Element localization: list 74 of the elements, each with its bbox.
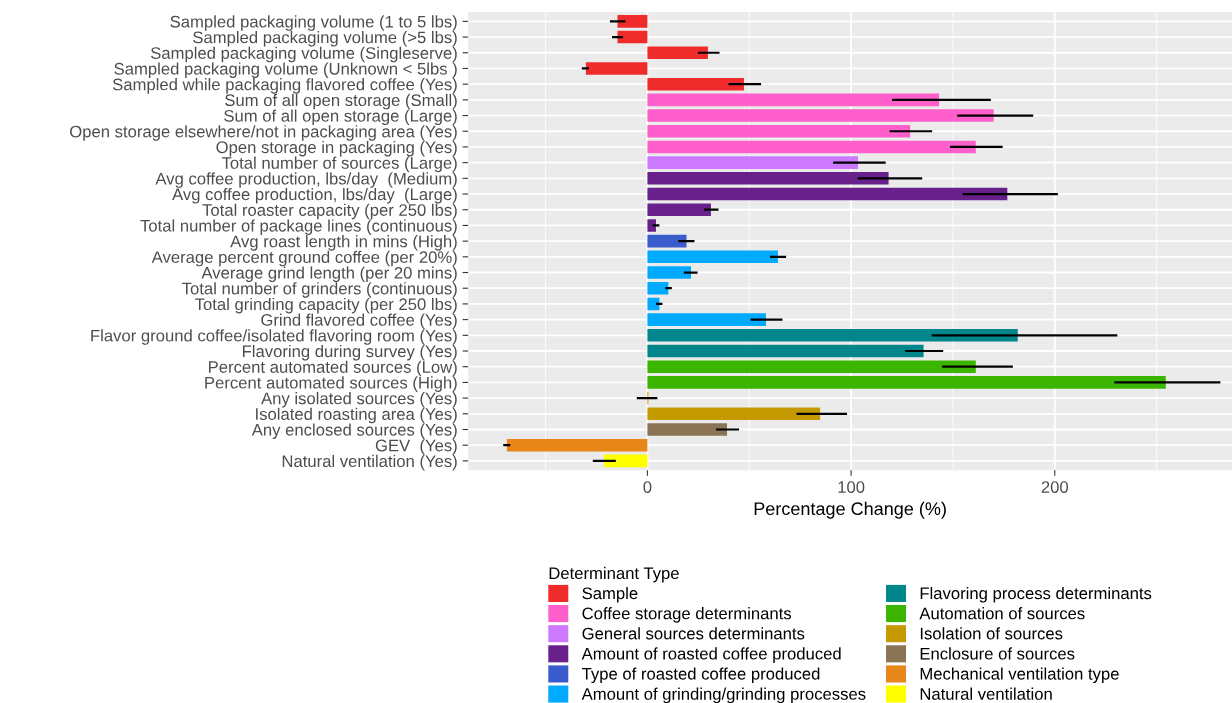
legend-label: Enclosure of sources [920,647,1075,660]
y-tick-label: Natural ventilation (Yes) [282,454,457,471]
y-tick-label: Total number of grinders (continuous) [182,282,457,298]
bar [647,266,691,279]
legend-title: Determinant Type [549,566,679,583]
bar [647,407,821,421]
bar [585,62,648,75]
bar [647,281,669,295]
y-tick-label: Flavoring during survey (Yes) [242,344,457,361]
y-tick-label: Sum of all open storage (Small) [225,93,457,110]
bar [647,46,708,60]
bar [647,172,889,185]
bar [647,329,1018,342]
y-tick-label: Isolated roasting area (Yes) [256,407,457,424]
bar [506,438,648,452]
legend-label: Coffee storage determinants [582,607,792,623]
y-tick-label: Sampled packaging volume (Singleserve) [150,46,457,63]
bar [647,234,687,248]
y-tick-label: Total grinding capacity (per 250 lbs) [195,297,457,314]
legend-label: Amount of roasted coffee produced [581,647,841,663]
bar [647,93,940,107]
y-tick-label: Percent automated sources (Low) [209,360,457,377]
y-tick-label: GEV (Yes) [375,439,457,455]
bar [647,297,660,311]
legend-label: Natural ventilation [920,687,1052,700]
y-tick-label: Sampled packaging volume (Unknown < 5lbs ) [114,62,457,78]
y-tick-label: Avg coffee production, lbs/day (Medium) [155,172,457,188]
x-tick-label: 200 [1041,481,1069,493]
bar [647,109,994,122]
y-tick-label: Sum of all open storage (Large) [224,109,457,126]
legend-label: Type of roasted coffee produced [582,667,820,684]
legend-label: General sources determinants [582,627,805,640]
bar [647,360,976,373]
x-axis-title: Percentage Change (%) [754,501,946,519]
y-tick-label: Any isolated sources (Yes) [261,392,457,408]
bar [647,344,924,358]
y-tick-label: Open storage in packaging (Yes) [216,140,457,157]
bar [647,77,744,91]
bar [647,313,766,326]
legend-label: Mechanical ventilation type [920,667,1119,684]
y-tick-label: Avg coffee production, lbs/day (Large) [172,188,457,204]
y-tick-label: Any enclosed sources (Yes) [251,423,457,439]
bar [647,124,911,138]
legend-label: Amount of grinding/grinding processes [581,687,866,703]
legend-label: Isolation of sources [920,627,1063,640]
legend-label: Automation of sources [919,607,1085,620]
legend-label: Sample [582,586,638,603]
y-tick-label: Total roaster capacity (per 250 lbs) [202,203,457,220]
y-tick-label: Sampled while packaging flavored coffee (Yes) [112,78,457,94]
y-tick-label: Sampled packaging volume (1 to 5 lbs) [170,15,457,31]
bar [603,454,648,468]
bar [647,187,1008,201]
y-tick-label: Average grind length (per 20 mins) [201,266,457,283]
y-tick-label: Flavor ground coffee/isolated flavoring room (Yes) [91,329,457,345]
bar [647,156,859,169]
bar [647,203,711,217]
y-tick-label: Open storage elsewhere/not in packaging area (Yes) [70,125,457,141]
y-tick-label: Avg roast length in mins (High) [230,235,457,251]
y-tick-label: Grind flavored coffee (Yes) [261,313,457,330]
legend-label: Flavoring process determinants [920,586,1152,603]
y-tick-label: Total number of package lines (continuous) [140,219,457,235]
y-tick-label: Percent automated sources (High) [205,376,457,392]
bar [647,376,1166,389]
bar [617,15,648,28]
bar [647,423,728,436]
x-tick-label: 100 [838,481,865,493]
y-tick-label: Sampled packaging volume (>5 lbs) [193,31,457,47]
bar [647,250,778,264]
y-tick-label: Total number of sources (Large) [221,156,457,173]
x-tick-label: 0 [643,481,652,493]
bar [647,140,976,154]
bar [647,219,656,232]
y-tick-label: Average percent ground coffee (per 20%) [151,250,457,267]
bar [617,30,648,44]
